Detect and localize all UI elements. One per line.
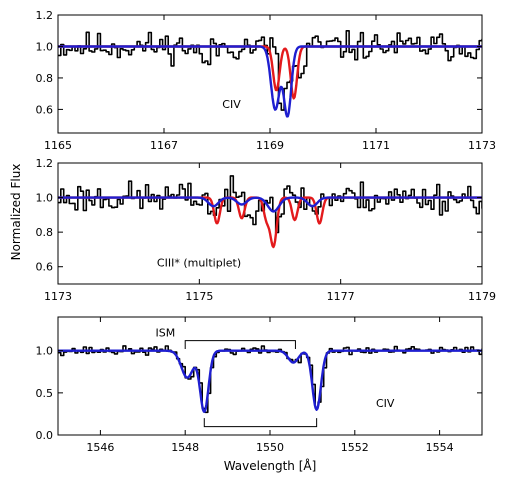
x-tick-label: 1167 [150, 139, 178, 152]
x-tick-label: 1171 [362, 139, 390, 152]
panel-civ-1550: 1546 1548 1550 1552 1554 0.0 0.5 1.0 ISM CIV [36, 316, 483, 454]
y-axis-label: Normalized Flux [9, 164, 23, 261]
annotation-label: CIV [222, 98, 241, 111]
x-tick-label: 1554 [426, 441, 454, 454]
annotation-label: CIV [376, 397, 395, 410]
plot-area [58, 345, 482, 414]
y-tick-label: 0.5 [36, 387, 54, 400]
series-line-2 [58, 196, 482, 213]
x-tick-label: 1169 [256, 139, 284, 152]
axes-frame [57, 316, 483, 436]
panel-ciii-multiplet: 1173 1175 1177 1179 0.6 0.8 1.0 1.2 CIII* (multi… [36, 157, 497, 303]
y-tick-label: 1.0 [36, 345, 54, 358]
x-tick-label: 1552 [341, 441, 369, 454]
y-tick-label: 0.6 [36, 261, 54, 274]
x-tick-label: 1546 [86, 441, 114, 454]
series-line-2 [58, 45, 482, 118]
series-line-0 [58, 175, 482, 234]
panel-civ-1169: 1165 1167 1169 1171 1173 0.6 0.8 1.0 1.2 CIV [36, 9, 497, 152]
bracket-1 [203, 418, 318, 428]
plot-area [58, 175, 482, 249]
y-tick-label: 0.8 [36, 72, 54, 85]
y-tick-label: 1.2 [36, 9, 54, 22]
x-tick-label: 1177 [327, 290, 355, 303]
x-tick-label: 1165 [44, 139, 72, 152]
plot-area [58, 30, 482, 118]
x-tick-label: 1550 [256, 441, 284, 454]
annotation-label: CIII* (multiplet) [157, 257, 241, 270]
y-tick-label: 1.0 [36, 192, 54, 205]
axes-frame [57, 162, 483, 285]
x-tick-label: 1175 [185, 290, 213, 303]
y-tick-label: 0.6 [36, 103, 54, 116]
annotation-label: ISM [156, 326, 176, 339]
x-tick-label: 1173 [468, 139, 496, 152]
series-line-0 [58, 30, 482, 111]
y-tick-label: 0.0 [36, 429, 54, 442]
x-tick-label: 1548 [171, 441, 199, 454]
series-line-1 [58, 196, 482, 249]
y-tick-label: 1.0 [36, 40, 54, 53]
bracket-0 [184, 340, 296, 350]
x-tick-label: 1179 [468, 290, 496, 303]
series-line-0 [58, 345, 482, 414]
y-tick-label: 0.8 [36, 226, 54, 239]
x-tick-label: 1173 [44, 290, 72, 303]
x-axis-label: Wavelength [Å] [224, 458, 317, 473]
y-tick-label: 1.2 [36, 157, 54, 170]
series-line-1 [58, 349, 482, 413]
